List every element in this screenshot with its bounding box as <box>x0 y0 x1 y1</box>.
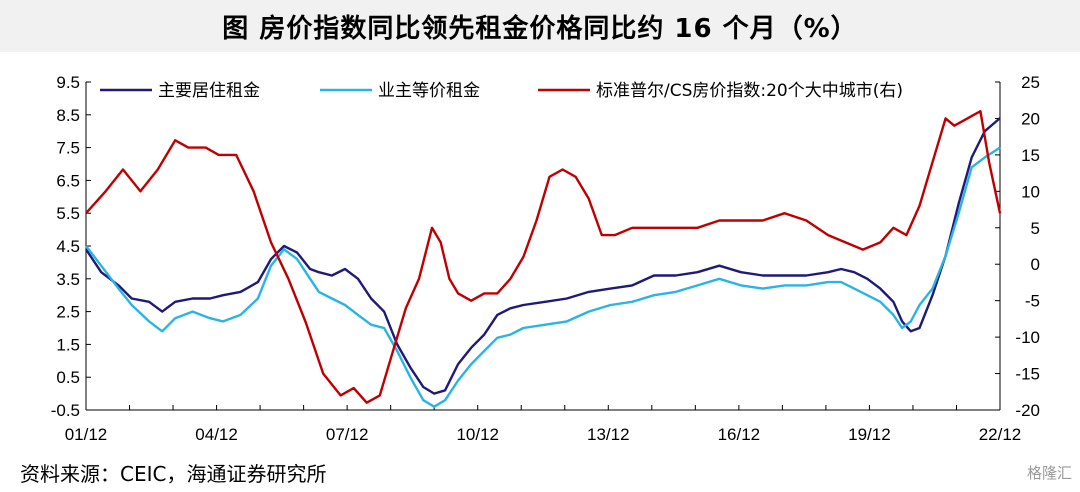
left-axis-tick-label: 4.5 <box>56 237 80 256</box>
watermark-logo: 格隆汇 <box>1026 464 1072 482</box>
left-axis-tick-label: 6.5 <box>56 171 80 190</box>
left-axis-tick-label: -0.5 <box>51 401 80 420</box>
right-axis-tick-label: 0 <box>1031 255 1040 274</box>
left-axis-tick-label: 5.5 <box>56 204 80 223</box>
left-axis-tick-label: 2.5 <box>56 303 80 322</box>
series-line-1 <box>85 117 1001 395</box>
x-axis-tick-label: 01/12 <box>65 425 108 444</box>
legend-label-3: 标准普尔/CS房价指数:20个大中城市(右) <box>596 81 903 101</box>
left-axis-tick-label: 1.5 <box>56 335 80 354</box>
x-axis-tick-label: 16/12 <box>718 425 761 444</box>
x-axis-tick-label: 10/12 <box>456 425 499 444</box>
x-axis-tick-label: 13/12 <box>587 425 630 444</box>
left-axis-tick-label: 7.5 <box>56 139 80 158</box>
line-chart: -0.5 0.5 1.5 2.5 3.5 4.5 5.5 6.5 7.5 8.5 9.5 -20 -15… <box>51 73 1040 444</box>
right-axis-tick-label: 5 <box>1031 219 1040 238</box>
right-axis-tick-label: -20 <box>1015 401 1040 420</box>
series-line-3 <box>85 110 1002 404</box>
left-axis-tick-label: 8.5 <box>56 106 80 125</box>
right-axis-tick-label: -15 <box>1015 365 1040 384</box>
x-axis-tick-label: 19/12 <box>848 425 891 444</box>
source-note: 资料来源：CEIC，海通证券研究所 <box>20 462 327 486</box>
right-axis-tick-label: -5 <box>1025 292 1040 311</box>
right-axis-tick-label: 25 <box>1021 73 1040 92</box>
series-line-2 <box>85 146 1001 408</box>
right-axis-tick-label: 15 <box>1021 146 1040 165</box>
plot-area: -0.5 0.5 1.5 2.5 3.5 4.5 5.5 6.5 7.5 8.5 9.5 -20 -15… <box>51 73 1040 444</box>
left-axis-tick-label: 3.5 <box>56 270 80 289</box>
right-axis-tick-label: -10 <box>1015 328 1040 347</box>
title-bar: 图 房价指数同比领先租金价格同比约 16 个月（%） <box>0 0 1080 52</box>
x-axis-tick-label: 04/12 <box>195 425 238 444</box>
right-axis-tick-label: 10 <box>1021 182 1040 201</box>
x-axis-tick-label: 07/12 <box>326 425 369 444</box>
right-axis-tick-label: 20 <box>1021 109 1040 128</box>
legend-label-1: 主要居住租金 <box>158 81 260 101</box>
left-axis-tick-label: 9.5 <box>56 73 80 92</box>
x-axis-tick-label: 22/12 <box>979 425 1022 444</box>
left-axis-tick-label: 0.5 <box>56 368 80 387</box>
legend-label-2: 业主等价租金 <box>378 81 480 101</box>
chart-title: 图 房价指数同比领先租金价格同比约 16 个月（%） <box>222 13 858 44</box>
